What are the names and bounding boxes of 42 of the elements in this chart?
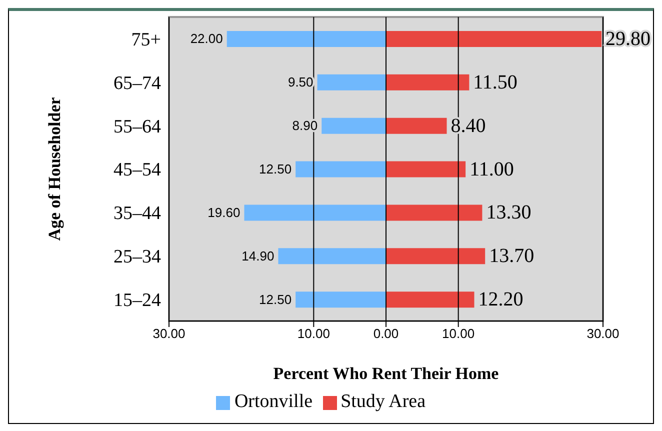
- data-label: 11.50: [473, 71, 518, 94]
- x-tick-label: 30.00: [586, 326, 620, 342]
- legend-label: Study Area: [340, 391, 426, 412]
- x-tick-label: 10.00: [297, 326, 330, 342]
- x-tick-label: 30.00: [152, 326, 186, 342]
- bar: [322, 118, 386, 134]
- annotation: 12.50: [259, 162, 292, 176]
- bar: [386, 118, 447, 134]
- data-label: 13.70: [489, 245, 534, 268]
- y-tick-label: 65–74: [114, 72, 162, 94]
- x-axis-title: Percent Who Rent Their Home: [273, 364, 500, 383]
- bar: [226, 31, 386, 47]
- bar: [386, 74, 470, 90]
- bar: [386, 161, 466, 178]
- x-tick-label: 10.00: [442, 326, 475, 342]
- y-tick-label: 75+: [131, 29, 161, 50]
- y-tick-label: 55–64: [114, 116, 162, 138]
- bar: [278, 248, 386, 264]
- annotation: 12.50: [259, 292, 292, 307]
- data-label: 29.80: [606, 28, 651, 50]
- x-tick-label: 0.00: [373, 326, 399, 342]
- bar: [244, 204, 386, 221]
- bar: [386, 31, 602, 47]
- bar: [386, 204, 482, 221]
- bar: [386, 248, 486, 264]
- y-axis-title: Age of Householder: [45, 96, 64, 241]
- annotation: 22.00: [190, 31, 223, 46]
- annotation: 9.50: [288, 74, 314, 90]
- y-tick-label: 35–44: [114, 203, 162, 224]
- legend-label: Ortonville: [234, 391, 313, 412]
- bar: [317, 74, 386, 90]
- data-label: 12.20: [478, 288, 524, 311]
- y-tick-label: 45–54: [114, 160, 162, 181]
- y-tick-label: 15–24: [114, 290, 162, 312]
- bar: [296, 292, 386, 308]
- y-tick-label: 25–34: [114, 246, 162, 268]
- bar: [296, 161, 386, 178]
- data-label: 13.30: [486, 202, 532, 224]
- data-label: 11.00: [470, 158, 514, 180]
- annotation: 19.60: [208, 204, 240, 220]
- bar: [386, 292, 474, 308]
- annotation: 14.90: [242, 248, 274, 264]
